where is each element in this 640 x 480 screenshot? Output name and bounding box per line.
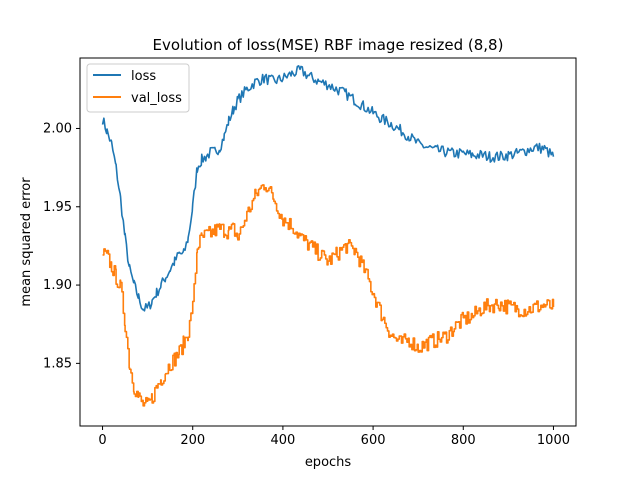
- plot-frame: [79, 57, 577, 427]
- y-tick-label: 1.90: [43, 278, 72, 293]
- series-line-loss: [101, 65, 555, 312]
- series-line-val-loss: [102, 184, 555, 407]
- y-tick-label: 2.00: [43, 121, 72, 136]
- legend-label-loss: loss: [131, 69, 156, 84]
- series-layer: [101, 65, 555, 407]
- x-tick-label: 400: [270, 433, 295, 448]
- x-tick-label: 200: [180, 433, 205, 448]
- chart-title: Evolution of loss(MSE) RBF image resized…: [153, 36, 504, 54]
- x-tick-label: 800: [451, 433, 476, 448]
- legend: loss val_loss: [86, 63, 190, 113]
- legend-label-val-loss: val_loss: [131, 91, 182, 106]
- y-tick-label: 1.85: [43, 356, 72, 371]
- y-axis-label: mean squared error: [19, 177, 34, 307]
- y-tick-label: 1.95: [43, 200, 72, 215]
- x-tick-label: 1000: [537, 433, 570, 448]
- x-axis-ticks: 0 200 400 600 800 1000: [98, 426, 570, 448]
- x-axis-label: epochs: [305, 455, 352, 470]
- plot-area: [79, 57, 577, 427]
- x-tick-label: 600: [361, 433, 386, 448]
- y-axis-ticks: 1.85 1.90 1.95 2.00: [43, 121, 80, 371]
- x-tick-label: 0: [98, 433, 106, 448]
